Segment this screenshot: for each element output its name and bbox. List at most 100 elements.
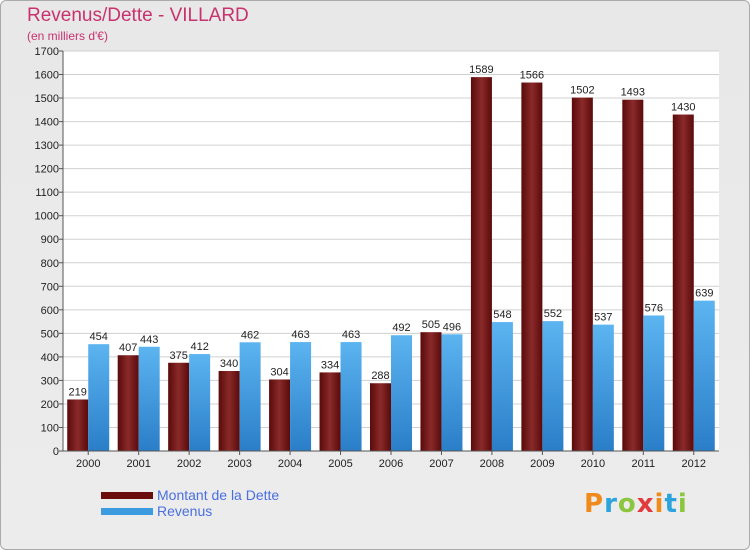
debt-bar (168, 362, 190, 451)
y-tick-label: 0 (53, 446, 59, 458)
x-tick-label: 2006 (379, 458, 403, 470)
debt-bar (420, 332, 442, 451)
logo-letter: i (654, 489, 665, 519)
x-tick-label: 2009 (530, 458, 554, 470)
revenus-value-label: 443 (140, 334, 158, 346)
y-tick-label: 200 (41, 399, 59, 411)
logo-letter: x (636, 489, 655, 519)
debt-value-label: 375 (169, 350, 187, 362)
x-tick-label: 2011 (631, 458, 655, 470)
y-tick-label: 1000 (35, 211, 59, 223)
y-tick-label: 1200 (35, 164, 59, 176)
y-tick-label: 800 (41, 258, 59, 270)
debt-value-label: 288 (371, 370, 389, 382)
revenus-value-label: 537 (594, 312, 612, 324)
chart-subtitle: (en milliers d'€) (27, 29, 108, 43)
revenus-bar (441, 334, 463, 451)
revenus-value-label: 412 (190, 341, 208, 353)
debt-value-label: 1430 (671, 102, 695, 114)
revenus-value-label: 454 (90, 331, 108, 343)
debt-bar (370, 383, 391, 451)
x-tick-label: 2003 (227, 458, 251, 470)
debt-bar (470, 77, 492, 451)
debt-bar (571, 97, 593, 452)
debt-bar (672, 114, 694, 451)
legend: Montant de la Dette Revenus (101, 487, 361, 519)
revenus-value-label: 552 (544, 308, 562, 320)
logo-letter: r (604, 489, 618, 519)
debt-bar (622, 99, 644, 452)
x-tick-label: 2001 (126, 458, 150, 470)
revenus-bar (542, 321, 564, 451)
debt-value-label: 334 (321, 359, 339, 371)
revenus-value-label: 496 (443, 321, 461, 333)
revenus-value-label: 548 (493, 309, 511, 321)
y-tick-label: 1300 (35, 140, 59, 152)
debt-value-label: 1493 (621, 87, 645, 99)
debt-value-label: 1566 (520, 70, 544, 82)
revenus-value-label: 463 (342, 329, 360, 341)
logo-letter: t (664, 489, 678, 519)
chart-title: Revenus/Dette - VILLARD (27, 5, 249, 26)
legend-label-debt: Montant de la Dette (157, 487, 280, 503)
legend-item-revenus: Revenus (101, 503, 361, 519)
revenus-bar (592, 324, 614, 451)
revenus-bar (290, 342, 312, 451)
logo-letter: P (584, 489, 605, 519)
debt-value-label: 505 (422, 319, 440, 331)
debt-bar (521, 82, 543, 451)
revenus-bar (88, 344, 110, 451)
y-tick-label: 400 (41, 352, 59, 364)
revenus-bar (340, 342, 362, 451)
logo-letter: i (677, 489, 688, 519)
x-tick-label: 2010 (581, 458, 605, 470)
revenus-bar (239, 342, 261, 451)
y-tick-label: 1100 (35, 187, 59, 199)
debt-value-label: 407 (119, 342, 137, 354)
revenus-value-label: 639 (695, 288, 713, 300)
legend-swatch-debt (101, 492, 153, 499)
revenus-value-label: 492 (392, 322, 410, 334)
revenus-bar (693, 300, 715, 451)
legend-swatch-revenus (101, 508, 153, 515)
y-tick-label: 1500 (35, 93, 59, 105)
y-tick-label: 100 (41, 422, 59, 434)
debt-value-label: 340 (220, 358, 238, 370)
y-tick-label: 600 (41, 305, 59, 317)
y-tick-label: 1400 (35, 117, 59, 129)
debt-bar (67, 399, 89, 451)
x-tick-label: 2004 (278, 458, 302, 470)
x-tick-label: 2002 (177, 458, 201, 470)
revenus-value-label: 576 (645, 302, 663, 314)
proxiti-logo: Proxiti (584, 489, 688, 519)
debt-value-label: 219 (69, 386, 87, 398)
revenus-value-label: 462 (241, 329, 259, 341)
debt-bar (218, 371, 240, 451)
x-tick-label: 2012 (682, 458, 706, 470)
revenus-bar (391, 335, 412, 451)
x-tick-label: 2000 (76, 458, 100, 470)
debt-bar (117, 355, 139, 451)
debt-value-label: 1502 (570, 85, 594, 97)
revenus-bar (189, 354, 211, 451)
x-tick-label: 2007 (429, 458, 453, 470)
x-tick-label: 2005 (328, 458, 352, 470)
y-tick-label: 1700 (35, 46, 59, 58)
y-tick-label: 300 (41, 375, 59, 387)
debt-value-label: 304 (270, 366, 288, 378)
x-tick-label: 2008 (480, 458, 504, 470)
revenus-bar (138, 346, 160, 451)
revenus-bar (643, 315, 665, 451)
legend-item-debt: Montant de la Dette (101, 487, 361, 503)
legend-label-revenus: Revenus (157, 503, 213, 519)
y-tick-label: 900 (41, 234, 59, 246)
y-tick-label: 500 (41, 328, 59, 340)
logo-letter: o (617, 489, 637, 519)
revenus-bar (491, 322, 513, 451)
debt-bar (319, 372, 341, 451)
y-tick-label: 1600 (35, 70, 59, 82)
revenus-value-label: 463 (291, 329, 309, 341)
y-tick-label: 700 (41, 281, 59, 293)
